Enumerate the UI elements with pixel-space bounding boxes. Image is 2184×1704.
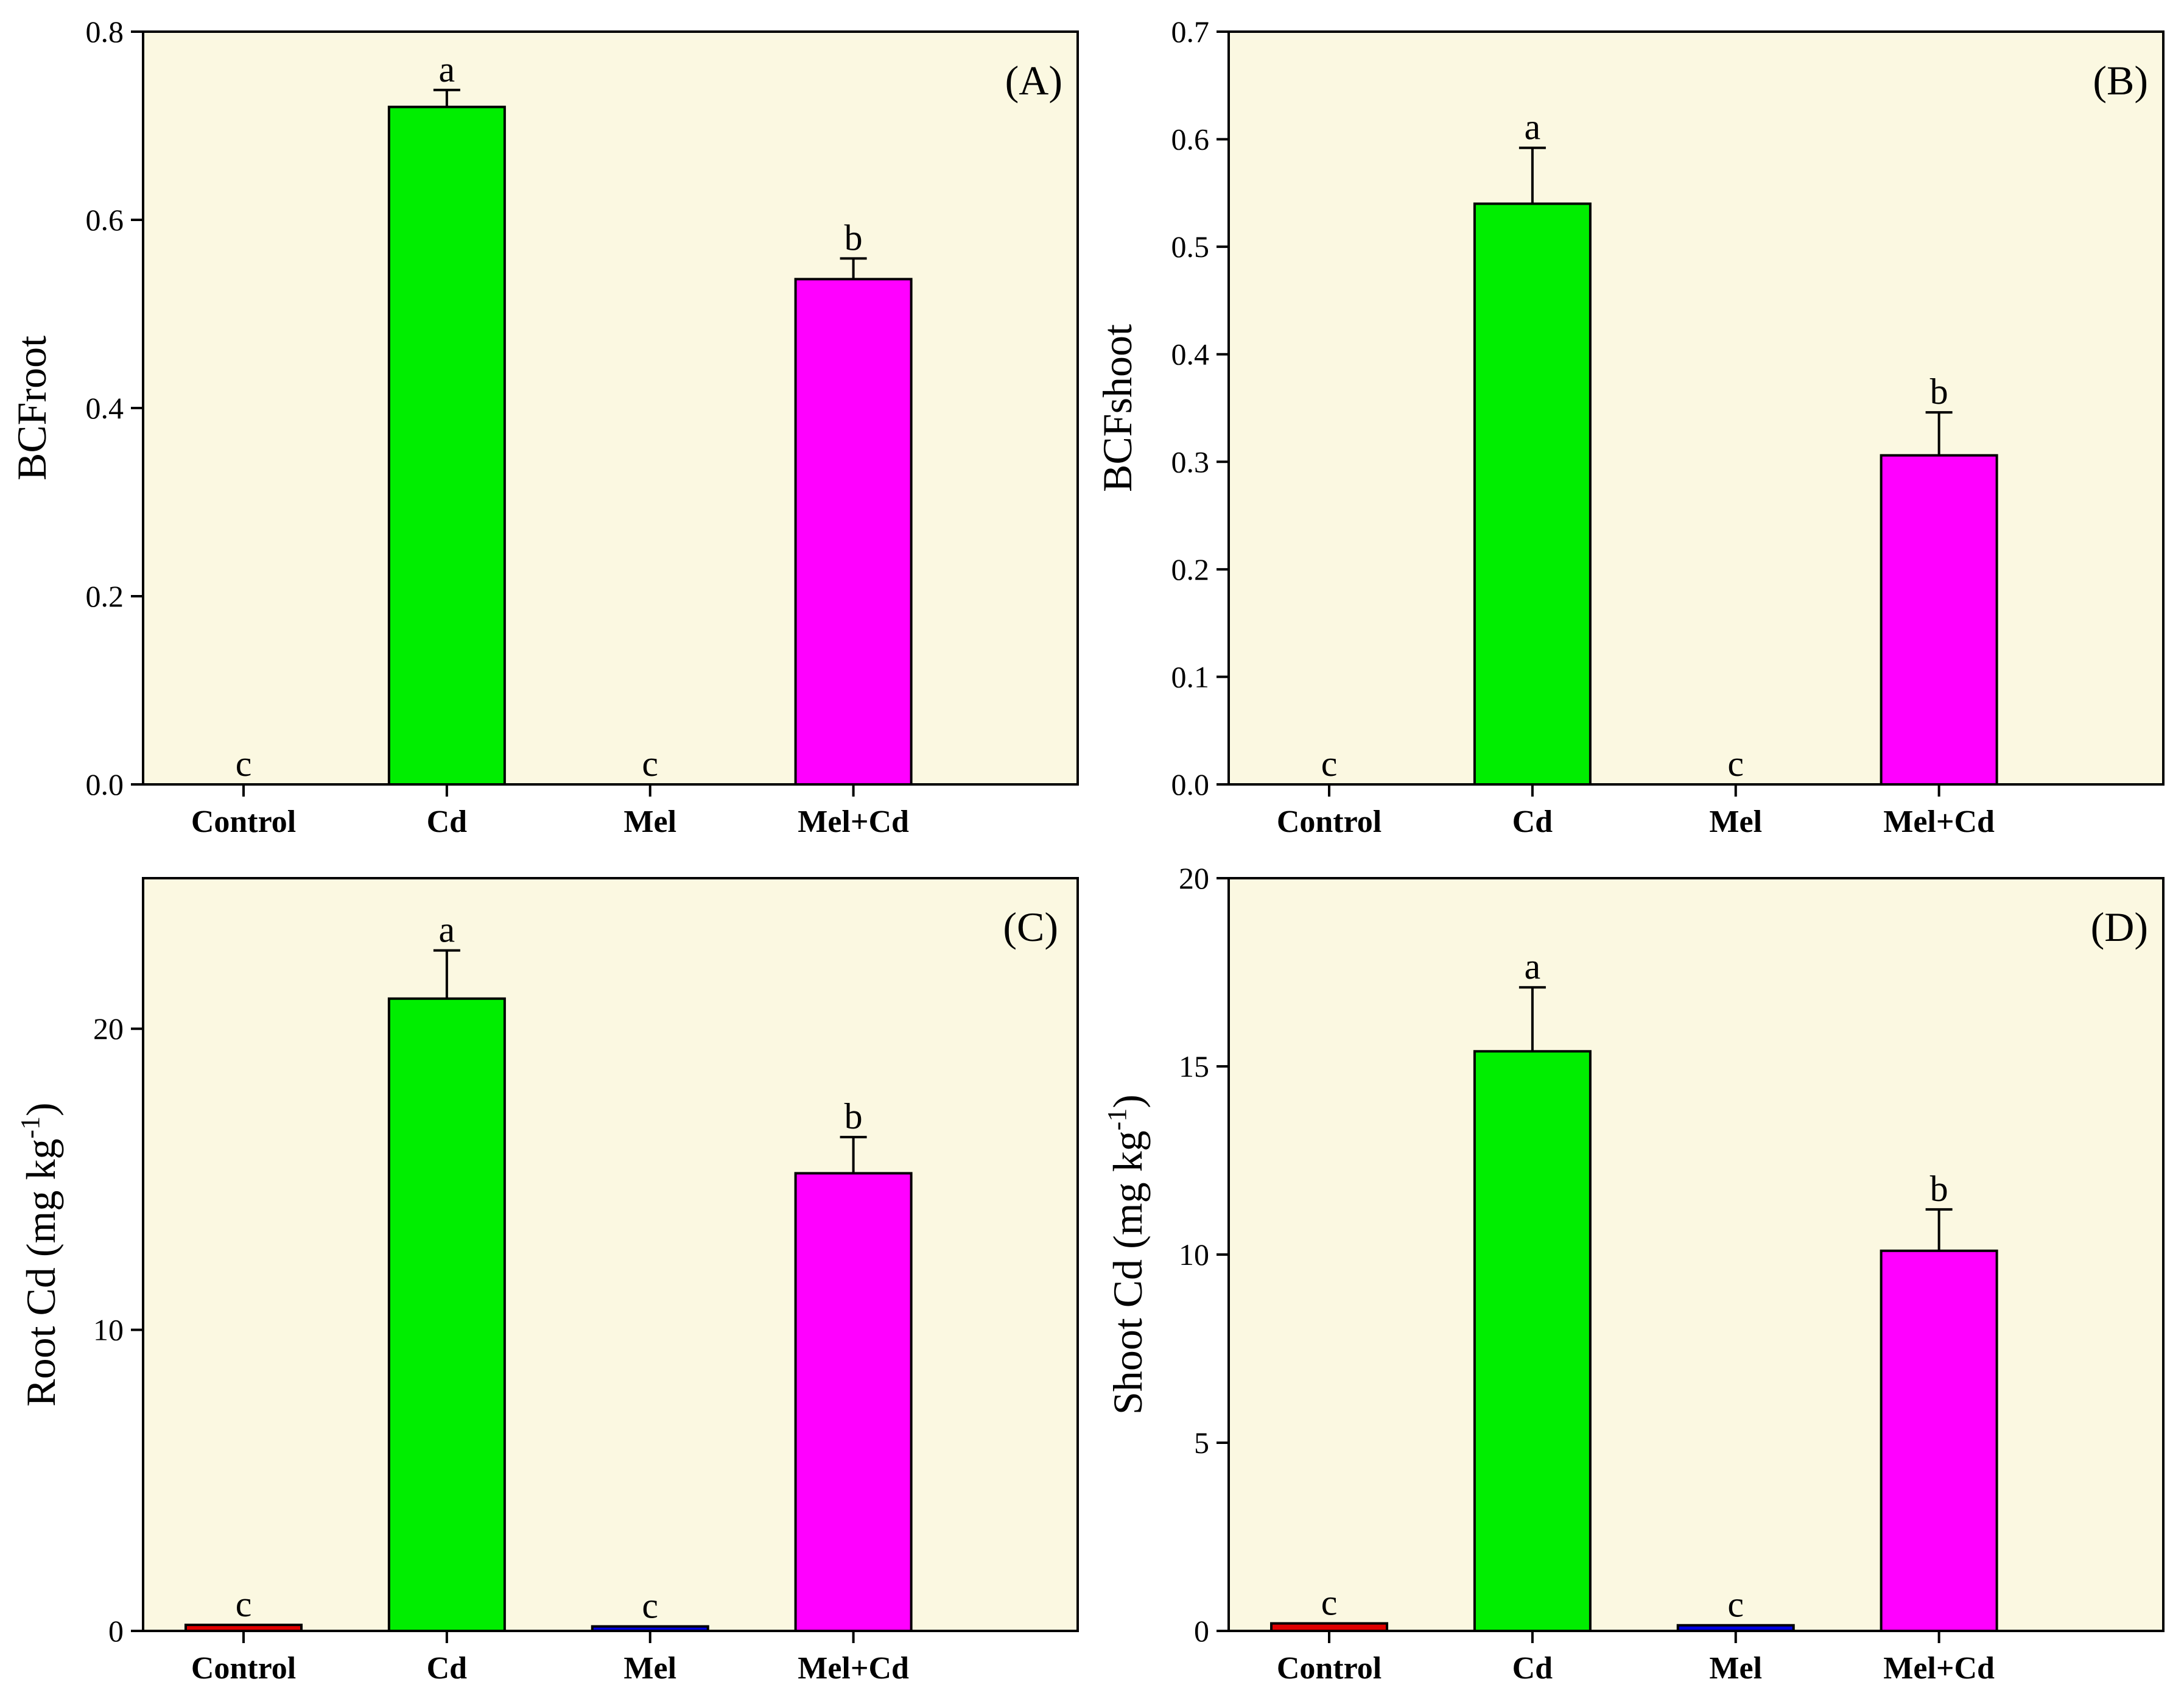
significance-label: c xyxy=(236,744,252,784)
panel-label: (D) xyxy=(2091,904,2148,950)
x-category-label: Mel+Cd xyxy=(1883,1651,1995,1686)
y-tick-label: 0.4 xyxy=(1171,337,1210,371)
y-tick-label: 0.6 xyxy=(86,203,124,237)
axis-frame xyxy=(142,877,1079,1632)
y-tick-label: 0 xyxy=(108,1614,124,1648)
significance-label: b xyxy=(1930,371,1948,412)
panel-label: (C) xyxy=(1003,904,1058,950)
plot-area xyxy=(142,877,1079,1632)
x-category-label: Control xyxy=(191,1651,296,1686)
y-tick-label: 20 xyxy=(93,1012,124,1046)
significance-label: b xyxy=(844,1096,863,1136)
y-tick-label: 0.8 xyxy=(86,15,124,49)
x-category-label: Mel xyxy=(1709,804,1762,839)
bar-mel-plus-cd xyxy=(794,278,913,786)
y-tick-label: 0.4 xyxy=(86,391,124,425)
y-tick-label: 10 xyxy=(93,1313,124,1347)
x-category-label: Control xyxy=(1277,1651,1382,1686)
significance-label: c xyxy=(642,744,658,784)
axis-frame xyxy=(142,30,1079,786)
y-tick-label: 10 xyxy=(1179,1238,1209,1272)
y-tick-label: 0.3 xyxy=(1171,445,1210,479)
y-axis-label: BCFroot xyxy=(9,336,55,481)
panel-label: (B) xyxy=(2093,57,2148,104)
significance-label: a xyxy=(439,910,455,950)
y-tick-label: 5 xyxy=(1194,1426,1209,1460)
significance-label: c xyxy=(1321,1583,1338,1623)
significance-label: c xyxy=(236,1584,252,1624)
bar-cd xyxy=(1473,202,1592,786)
significance-label: a xyxy=(1525,946,1541,987)
x-category-label: Cd xyxy=(427,1651,468,1686)
y-tick-label: 0.0 xyxy=(1171,767,1210,801)
y-axis-label: Shoot Cd (mg kg-1) xyxy=(1102,1094,1151,1415)
bar-mel-plus-cd xyxy=(1880,454,1998,786)
y-tick-label: 0.6 xyxy=(1171,122,1210,157)
x-category-label: Mel+Cd xyxy=(798,1651,909,1686)
x-category-label: Cd xyxy=(427,804,468,839)
x-category-label: Mel+Cd xyxy=(1883,804,1995,839)
significance-label: b xyxy=(844,217,863,258)
x-category-label: Cd xyxy=(1512,804,1553,839)
x-category-label: Mel+Cd xyxy=(798,804,909,839)
significance-label: a xyxy=(439,49,455,90)
x-category-label: Mel xyxy=(623,1651,676,1686)
x-category-label: Control xyxy=(1277,804,1382,839)
y-tick-label: 0.0 xyxy=(86,767,124,801)
y-axis-label: BCFshoot xyxy=(1094,324,1140,492)
y-tick-label: 0.2 xyxy=(86,579,124,613)
y-tick-label: 0.5 xyxy=(1171,230,1210,264)
y-tick-label: 0.2 xyxy=(1171,552,1210,586)
significance-label: a xyxy=(1525,107,1541,147)
bar-cd xyxy=(387,997,506,1632)
significance-label: b xyxy=(1930,1169,1948,1209)
significance-label: c xyxy=(1727,1585,1744,1625)
significance-label: c xyxy=(1727,744,1744,784)
bar-cd xyxy=(387,105,506,786)
x-category-label: Mel xyxy=(1709,1651,1762,1686)
y-axis-label: Root Cd (mg kg-1) xyxy=(15,1102,64,1406)
panel-d: 0 5 10 15 20 c Control a Cd c Mel b Mel+Cd (D) Shoot C… xyxy=(1102,861,2165,1686)
significance-label: c xyxy=(1321,744,1338,784)
plot-area xyxy=(1227,30,2165,786)
panel-a: 0.0 0.2 0.4 0.6 0.8 c Control a Cd c Mel b Mel+Cd (A)… xyxy=(9,15,1079,839)
plot-area xyxy=(142,30,1079,786)
plot-area xyxy=(1227,877,2165,1632)
panel-b: 0.0 0.1 0.2 0.3 0.4 0.5 0.6 0.7 c Control a Cd c Mel b… xyxy=(1094,15,2165,839)
y-tick-label: 0.1 xyxy=(1171,660,1210,694)
y-tick-label: 20 xyxy=(1179,861,1209,895)
axis-frame xyxy=(1227,30,2165,786)
bar-cd xyxy=(1473,1050,1592,1632)
y-tick-label: 0.7 xyxy=(1171,15,1210,49)
x-category-label: Mel xyxy=(623,804,676,839)
x-category-label: Control xyxy=(191,804,296,839)
panel-c: 0 10 20 c Control a Cd c Mel b Mel+Cd (C) Root Cd (m… xyxy=(15,877,1079,1686)
panel-label: (A) xyxy=(1005,57,1062,104)
y-tick-label: 15 xyxy=(1179,1049,1209,1083)
y-tick-label: 0 xyxy=(1194,1614,1209,1648)
x-category-label: Cd xyxy=(1512,1651,1553,1686)
axis-frame xyxy=(1227,877,2165,1632)
significance-label: c xyxy=(642,1586,658,1626)
bar-mel-plus-cd xyxy=(1880,1249,1998,1633)
bar-mel-plus-cd xyxy=(794,1172,913,1632)
